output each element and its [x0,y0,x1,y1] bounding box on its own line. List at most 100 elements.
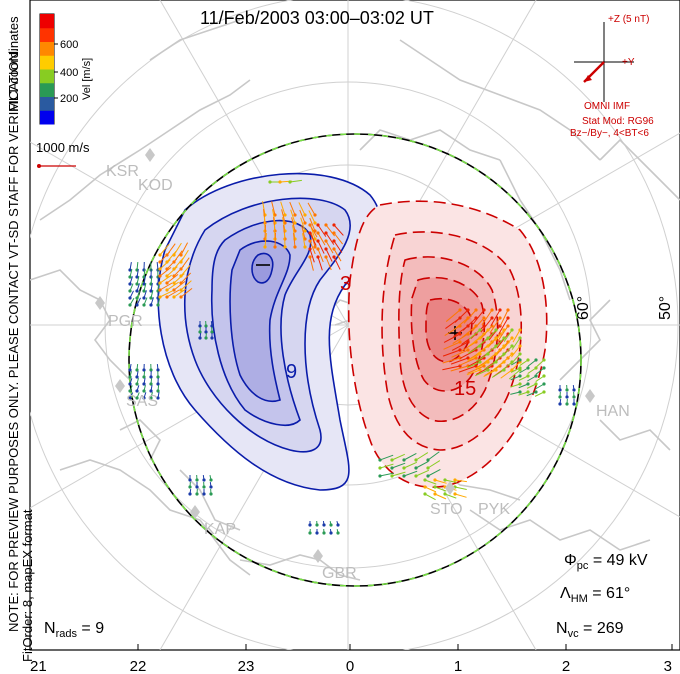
colorbar-tick-400: 400 [60,67,78,79]
velocity-vector [500,361,513,372]
velocity-vector [136,378,139,385]
velocity-vector [143,385,146,392]
velocity-vector [317,256,323,271]
mlt-label: 21 [30,658,47,674]
velocity-vector [462,317,477,331]
velocity-vector [526,391,537,397]
velocity-vector [143,297,148,306]
station-label: STO [430,501,463,518]
velocity-vector [454,493,467,498]
velocity-vector [559,398,562,405]
velocity-vector [129,276,133,285]
velocity-vector [136,371,139,378]
velocity-vector [415,460,429,469]
nvc-value: 269 [596,620,624,637]
colorbar-segment [40,14,54,29]
velocity-vector [453,317,469,330]
velocity-vector [427,460,441,469]
velocity-vector [466,369,481,376]
velocity-vector [527,367,537,375]
nrads-eq: = [81,620,96,637]
velocity-vector [501,353,513,365]
velocity-vector [415,452,429,461]
velocity-vector [129,371,132,378]
velocity-vector [336,521,339,526]
velocity-vector [173,273,185,284]
velocity-vector [166,281,179,291]
velocity-vector [424,486,437,493]
coastlines [30,19,680,581]
velocity-vector [475,361,489,370]
velocity-vector [510,383,521,388]
velocity-vector [143,268,146,278]
velocity-vector [471,317,485,332]
velocity-vector [325,232,335,245]
velocity-vector [511,337,521,350]
velocity-vector [159,282,173,291]
velocity-vector [289,179,302,183]
velocity-vector [271,201,276,216]
velocity-vector [503,329,513,342]
colorbar-segment [40,27,54,42]
velocity-vector [329,520,332,526]
velocity-vector [136,283,140,292]
velocity-vector [325,248,333,262]
velocity-vector [166,273,179,284]
velocity-vector [209,481,212,488]
velocity-vector [450,365,469,372]
dusk-cell [157,172,382,491]
velocity-vector [535,367,545,375]
colorbar-segment [40,110,54,125]
velocity-vector [173,288,186,298]
velocity-vector [309,217,316,232]
velocity-vector [333,232,344,245]
station-label: PGR [108,313,143,330]
velocity-vector [309,224,318,238]
velocity-vectors [128,179,576,535]
station-label: HAN [596,403,630,420]
velocity-vector [322,520,325,526]
velocity-vector [508,369,521,380]
station-label: PYK [478,501,510,518]
velocity-vector [497,325,509,342]
velocity-vector [317,240,325,254]
velocity-vector [136,276,140,285]
imf-clock [574,22,634,102]
velocity-vector [317,232,326,246]
velocity-vector [280,201,286,216]
velocity-vector [434,479,447,484]
station-marker [313,549,323,563]
lat-label-50: 50° [657,296,674,320]
velocity-vector [443,341,461,350]
velocity-vector [159,259,171,270]
velocity-vector [159,290,173,298]
velocity-vector [434,493,447,500]
velocity-vector [475,353,489,362]
velocity-vector [301,225,306,240]
velocity-vector [535,383,545,390]
colorbar-tick-600: 600 [60,39,78,51]
colorbar-tick-200: 200 [60,93,78,105]
velocity-vector [307,202,316,216]
velocity-vector [472,309,485,325]
velocity-vector [459,349,477,359]
velocity-vector [166,266,178,277]
nvc-eq: = [583,620,597,637]
nrads-value: 9 [95,620,105,637]
velocity-vector [333,240,343,253]
velocity-vector [143,392,147,399]
phi-value: 49 kV [606,552,648,569]
velocity-vector [290,209,296,224]
station-marker [145,148,155,162]
velocity-vector [496,333,509,349]
velocity-vector [129,297,135,306]
velocity-vector [299,209,306,224]
velocity-vector [454,479,467,483]
velocity-vector [510,353,521,365]
velocity-vector [150,392,153,399]
velocity-vector [459,357,477,366]
velocity-vector [481,309,493,326]
velocity-vector [157,290,160,299]
velocity-vector [480,317,493,333]
velocity-colorbar [39,13,58,125]
